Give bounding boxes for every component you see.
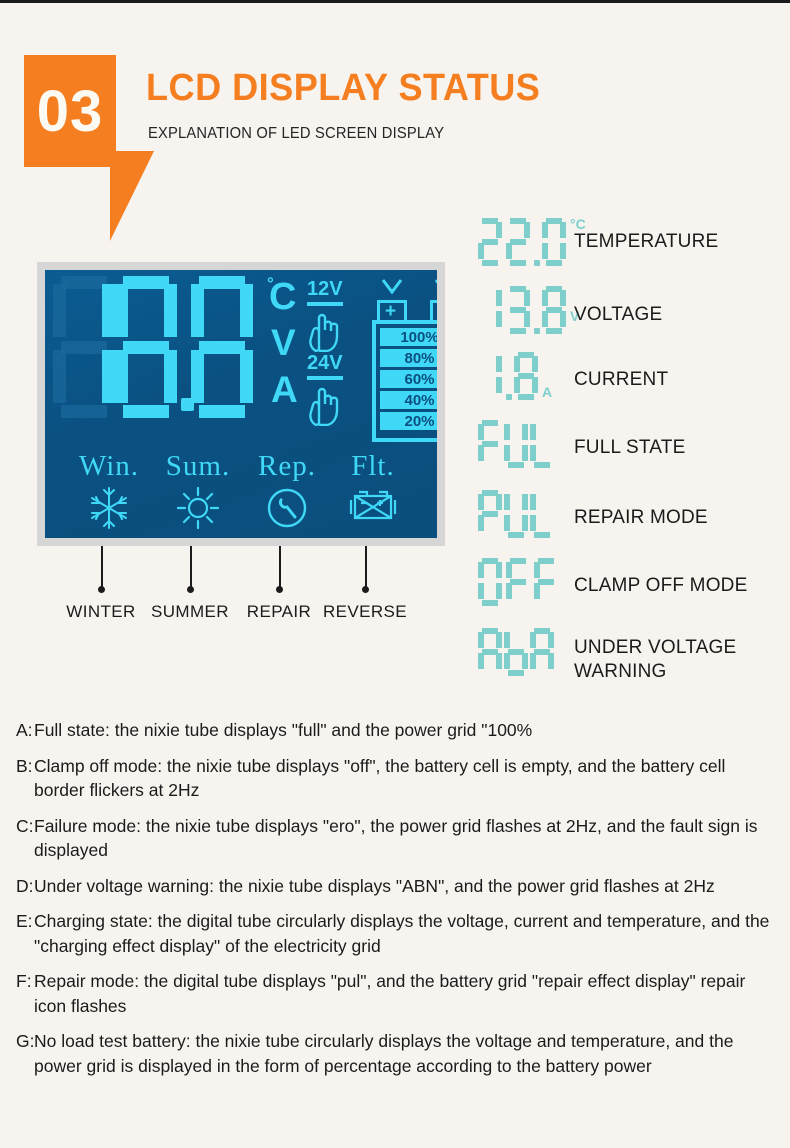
chevron-down-icon <box>381 278 403 295</box>
celsius-unit: C <box>269 276 297 318</box>
legend-label: VOLTAGE <box>574 304 663 325</box>
legend-label: CLAMP OFF MODE <box>574 575 748 596</box>
note-item: E: Charging state: the digital tube circ… <box>16 909 778 958</box>
note-tag: B: <box>16 755 33 776</box>
amp-unit: A <box>271 369 298 410</box>
legend-label: REPAIR MODE <box>574 507 708 528</box>
sun-icon <box>152 484 244 532</box>
legend-label: CURRENT <box>574 369 669 390</box>
note-item: D: Under voltage warning: the nixie tube… <box>16 874 778 899</box>
callout-label: REVERSE <box>322 602 408 621</box>
lcd-mode-fault-label: Flt. <box>351 450 395 482</box>
lcd-units-column: ° C V A <box>267 274 309 424</box>
page-title: LCD DISPLAY STATUS <box>146 67 541 109</box>
battery-level-bar: 80% <box>380 349 437 367</box>
voltage-option-12v-label: 12V <box>307 278 343 306</box>
lcd-mode-winter: Win. <box>63 450 155 532</box>
top-rule <box>0 0 790 3</box>
lcd-mode-fault: Flt. <box>327 450 419 532</box>
battery-positive-terminal <box>377 300 407 322</box>
battery-level-bar: 20% <box>380 412 437 430</box>
page-subtitle: EXPLANATION OF LED SCREEN DISPLAY <box>148 125 445 142</box>
note-tag: C: <box>16 815 34 836</box>
battery-negative-terminal <box>430 300 437 322</box>
note-text: No load test battery: the nixie tube cir… <box>34 1031 734 1076</box>
lcd-digit-2 <box>115 276 177 418</box>
callout-label: REPAIR <box>246 602 312 621</box>
callout-leader-line <box>365 546 367 588</box>
section-header: 03 LCD DISPLAY STATUS EXPLANATION OF LED… <box>24 55 764 241</box>
note-text: Clamp off mode: the nixie tube displays … <box>34 755 726 801</box>
callout-dot <box>276 586 284 593</box>
note-item: B: Clamp off mode: the nixie tube displa… <box>16 754 778 803</box>
hand-pointer-icon <box>307 310 345 353</box>
lcd-screen: ° C V A 12V <box>45 270 437 538</box>
battery-level-bar: 100% <box>380 328 437 346</box>
voltage-option-24v[interactable]: 24V <box>307 352 365 427</box>
lcd-voltage-selector: 12V 24V <box>307 278 367 428</box>
lcd-mode-summer: Sum. <box>152 450 244 532</box>
legend-label: TEMPERATURE <box>574 231 719 252</box>
callout-label: WINTER <box>66 602 136 621</box>
lcd-mode-repair-label: Rep. <box>258 450 316 482</box>
legend-unit: °C <box>570 216 586 232</box>
legend-label: FULL STATE <box>574 437 686 458</box>
note-tag: D: <box>16 875 34 896</box>
note-tag: G: <box>16 1031 35 1051</box>
battery-level-bar: 60% <box>380 370 437 388</box>
callout-leader-line <box>279 546 281 588</box>
callout-dot <box>362 586 370 593</box>
note-tag: A: <box>16 720 33 740</box>
wrench-no-circle-icon <box>241 484 333 532</box>
degree-symbol: ° <box>267 274 274 293</box>
note-text: Charging state: the digital tube circula… <box>34 911 770 956</box>
battery-level-stack: 100% 80% 60% 40% 20% <box>372 320 437 442</box>
lcd-mode-repair: Rep. <box>241 450 333 532</box>
lcd-digit-3 <box>191 276 253 418</box>
lcd-main-reading <box>53 276 268 421</box>
callout-leader-line <box>101 546 103 588</box>
callout-group: WINTER SUMMER REPAIR REVERSE <box>37 546 457 642</box>
section-number: 03 <box>36 78 104 144</box>
lcd-mode-winter-label: Win. <box>78 450 140 482</box>
volt-unit: V <box>271 322 296 363</box>
note-item: G: No load test battery: the nixie tube … <box>16 1029 778 1078</box>
section-number-badge <box>24 55 116 167</box>
voltage-option-12v[interactable]: 12V <box>307 278 365 353</box>
voltage-option-24v-label: 24V <box>307 352 343 380</box>
note-tag: E: <box>16 911 33 931</box>
plus-sign: + <box>385 301 397 322</box>
lcd-mode-row: Win. Sum. <box>55 450 435 538</box>
note-item: C: Failure mode: the nixie tube displays… <box>16 814 778 863</box>
hand-pointer-icon <box>307 384 345 427</box>
battery-fault-icon <box>327 484 419 532</box>
battery-level-bar: 40% <box>380 391 437 409</box>
note-text: Repair mode: the digital tube displays "… <box>34 971 746 1016</box>
note-item: A: Full state: the nixie tube displays "… <box>16 718 778 743</box>
legend-unit: V <box>570 308 580 324</box>
note-tag: F: <box>16 971 32 991</box>
legend-unit: A <box>542 384 553 400</box>
lcd-mode-summer-label: Sum. <box>165 450 231 482</box>
notes-list: A: Full state: the nixie tube displays "… <box>16 718 778 1089</box>
note-item: F: Repair mode: the digital tube display… <box>16 969 778 1018</box>
lcd-battery-indicator: + − 100% 80% 60% 40% 20% <box>372 278 437 446</box>
callout-dot <box>187 586 195 593</box>
note-text: Full state: the nixie tube displays "ful… <box>34 720 533 740</box>
lcd-digit-1 <box>53 276 115 418</box>
callout-label: SUMMER <box>151 602 229 621</box>
lcd-frame: ° C V A 12V <box>37 262 445 546</box>
chevron-down-icon <box>434 278 437 294</box>
lcd-decimal-point <box>181 398 194 411</box>
badge-tail-shape <box>110 151 154 241</box>
callout-dot <box>98 586 106 593</box>
note-text: Failure mode: the nixie tube displays "e… <box>34 815 758 861</box>
legend-label: UNDER VOLTAGE WARNING <box>574 637 737 682</box>
callout-leader-line <box>190 546 192 588</box>
note-text: Under voltage warning: the nixie tube di… <box>34 875 715 896</box>
snowflake-icon <box>63 484 155 532</box>
